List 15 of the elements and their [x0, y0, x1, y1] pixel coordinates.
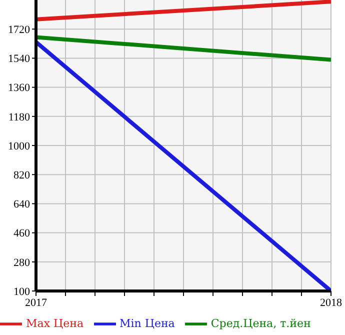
y-tick-label: 460: [14, 228, 30, 240]
x-tick-label: 2018: [320, 296, 342, 309]
legend-label: Min Цена: [120, 316, 175, 330]
y-tick-label: 1000: [8, 140, 30, 152]
y-tick-label: 1720: [8, 24, 30, 36]
x-tick-label: 2017: [25, 296, 48, 309]
y-tick-label: 640: [14, 198, 30, 211]
y-tick-label: 1540: [8, 53, 30, 66]
y-tick-label: 820: [14, 170, 30, 182]
legend-label: Сред.Цена, т.йен: [210, 316, 311, 330]
y-tick-label: 100: [14, 286, 30, 298]
y-tick-label: 1360: [8, 82, 30, 94]
legend-label: Max Цена: [26, 316, 84, 330]
y-tick-label: 1180: [8, 111, 30, 124]
y-tick-label: 280: [14, 256, 30, 269]
